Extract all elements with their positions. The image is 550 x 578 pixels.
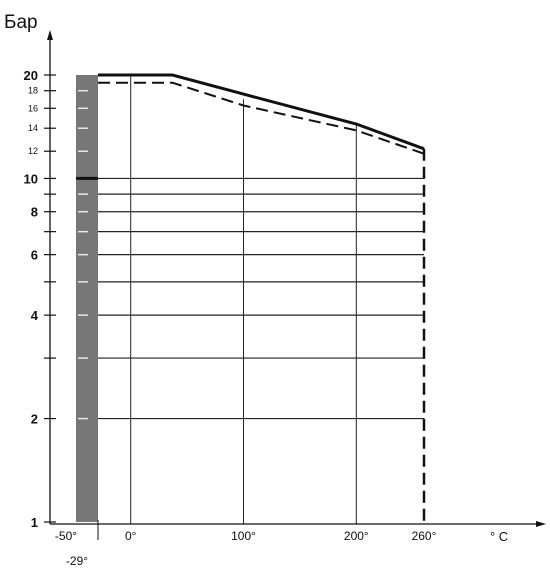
y-tick-label: 12 [28, 146, 38, 156]
series-solid-line [98, 73, 425, 151]
shaded-band [76, 75, 98, 522]
series-layer [98, 73, 426, 524]
y-tick-label: 16 [28, 103, 38, 113]
y-tick-label: 4 [31, 308, 39, 323]
x-tick-label: 100° [231, 529, 256, 543]
y-tick-label: 2 [31, 412, 38, 427]
x-tick-label: 260° [412, 529, 437, 543]
label-layer: 20 18 16 14 12 10 8 6 4 2 1 -50° 0° 100° 200° 260° -29° [24, 68, 437, 568]
x-axis-arrow [536, 521, 546, 527]
y-tick-label: 20 [24, 68, 38, 83]
y-axis-label: Бар [4, 12, 38, 33]
y-tick-label: 6 [31, 248, 38, 263]
y-tick-label: 10 [24, 171, 38, 186]
x-tick-label: 200° [344, 529, 369, 543]
y-tick-label: 8 [31, 205, 38, 220]
y-axis-arrow [47, 30, 53, 40]
x-axis-label: ° C [490, 529, 508, 544]
y-tick-label: 1 [31, 515, 38, 530]
shaded-band-layer [76, 75, 98, 522]
x-extra-label: -29° [66, 554, 88, 568]
series-dashed-line [98, 81, 425, 155]
axis-layer [44, 30, 546, 540]
y-tick-label: 14 [28, 123, 38, 133]
y-tick-label: 18 [28, 86, 38, 96]
x-tick-label: 0° [125, 529, 137, 543]
gridline-layer [76, 75, 424, 524]
x-tick-label: -50° [55, 529, 77, 543]
